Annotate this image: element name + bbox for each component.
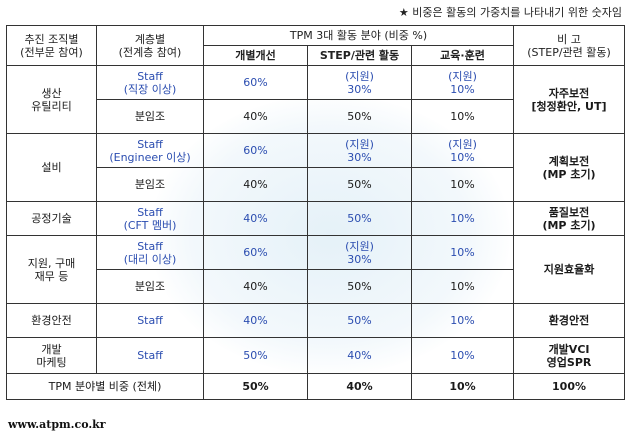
org-cell: 환경안전 <box>6 303 97 338</box>
gaebyeol-value: 40% <box>203 269 308 304</box>
gaebyeol-value: 60% <box>203 235 308 270</box>
org-cell: 개발 마케팅 <box>6 337 97 374</box>
step-value: 50% <box>307 303 412 338</box>
level-cell: Staff (CFT 멤버) <box>96 201 204 236</box>
table-row: 설비 Staff (Engineer 이상) 60% (지원) 30% (지원) 10% 계획보… <box>6 133 626 202</box>
step-value: (지원) 30% <box>307 65 412 100</box>
level-cell: 분임조 <box>96 269 204 304</box>
remark-cell: 자주보전 [청정환안, UT] <box>513 65 626 134</box>
header-remark: 비 고 (STEP/관련 활동) <box>513 25 626 66</box>
total-label: TPM 분야별 비중 (전체) <box>6 373 204 400</box>
table-row: 환경안전 Staff 40% 50% 10% 환경안전 <box>6 303 626 338</box>
edu-value: (지원) 10% <box>410 65 515 100</box>
header-tpm: TPM 3대 활동 분야 (비중 %) <box>202 25 515 46</box>
gaebyeol-value: 50% <box>203 337 308 374</box>
total-g: 50% <box>203 373 308 400</box>
step-value: (지원) 30% <box>307 235 412 270</box>
org-cell: 지원, 구매 재무 등 <box>6 235 97 304</box>
total-s: 40% <box>307 373 412 400</box>
remark-cell: 환경안전 <box>513 303 626 338</box>
remark-cell: 개발VCI 영업SPR <box>513 337 626 374</box>
step-value: 50% <box>307 269 412 304</box>
gaebyeol-value: 40% <box>203 99 308 134</box>
gaebyeol-value: 40% <box>203 303 308 338</box>
step-value: 50% <box>307 167 412 202</box>
gaebyeol-value: 60% <box>203 65 308 100</box>
level-cell: Staff (대리 이상) <box>96 235 204 270</box>
table-row: 분임조 40% 50% 10% <box>7 167 625 202</box>
step-value: 50% <box>307 201 412 236</box>
total-remark: 100% <box>513 373 626 400</box>
table-row: 분임조 40% 50% 10% <box>7 269 625 304</box>
table-row: 개발 마케팅 Staff 50% 40% 10% 개발VCI 영업SPR <box>6 337 626 374</box>
edu-value: 10% <box>410 167 515 202</box>
edu-value: 10% <box>410 99 515 134</box>
level-cell: Staff (Engineer 이상) <box>96 133 204 168</box>
header-level: 계층별 (전계층 참여) <box>96 25 204 66</box>
org-cell: 설비 <box>6 133 97 202</box>
edu-value: (지원) 10% <box>410 133 515 168</box>
table-row: 지원, 구매 재무 등 Staff (대리 이상) 60% (지원) 30% 10% 지원효율화 <box>6 235 626 304</box>
weight-note: ★ 비중은 활동의 가중치를 나타내기 위한 숫자임 <box>398 6 622 19</box>
level-cell: Staff (직장 이상) <box>96 65 204 100</box>
remark-cell: 계획보전 (MP 초기) <box>513 133 626 202</box>
step-value: 40% <box>307 337 412 374</box>
tpm-activity-table: 추진 조직별 (전부문 참여) 계층별 (전계층 참여) TPM 3대 활동 분야 … <box>6 25 626 400</box>
edu-value: 10% <box>410 235 515 270</box>
remark-cell: 품질보전 (MP 초기) <box>513 201 626 236</box>
gaebyeol-value: 60% <box>203 133 308 168</box>
table-row: 공정기술 Staff (CFT 멤버) 40% 50% 10% 품질보전 (MP 초기) <box>6 201 626 236</box>
edu-value: 10% <box>410 269 515 304</box>
table-row: 생산 유틸리티 Staff (직장 이상) 60% (지원) 30% (지원) 10% 자주보전[… <box>6 65 626 134</box>
edu-value: 10% <box>410 303 515 338</box>
org-cell: 공정기술 <box>6 201 97 236</box>
level-cell: Staff <box>96 337 204 374</box>
step-value: 50% <box>307 99 412 134</box>
gaebyeol-value: 40% <box>203 201 308 236</box>
edu-value: 10% <box>410 337 515 374</box>
header-org: 추진 조직별 (전부문 참여) <box>6 25 97 66</box>
gaebyeol-value: 40% <box>203 167 308 202</box>
level-cell: 분임조 <box>96 99 204 134</box>
header-edu: 교육·훈련 <box>410 45 515 66</box>
level-cell: Staff <box>96 303 204 338</box>
level-cell: 분임조 <box>96 167 204 202</box>
table-row: 분임조 40% 50% 10% <box>7 99 625 134</box>
step-value: (지원) 30% <box>307 133 412 168</box>
total-e: 10% <box>410 373 515 400</box>
total-row: TPM 분야별 비중 (전체) 50% 40% 10% 100% <box>6 373 626 400</box>
org-cell: 생산 유틸리티 <box>6 65 97 134</box>
header-step: STEP/관련 활동 <box>307 45 412 66</box>
header-gaebyeol: 개별개선 <box>203 45 308 66</box>
edu-value: 10% <box>410 201 515 236</box>
site-url: www.atpm.co.kr <box>8 418 106 431</box>
remark-cell: 지원효율화 <box>513 235 626 304</box>
